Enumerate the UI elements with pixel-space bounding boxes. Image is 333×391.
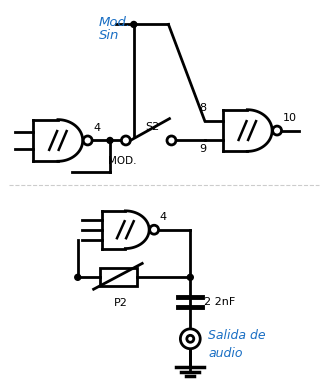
Text: 8: 8 bbox=[199, 103, 207, 113]
Circle shape bbox=[107, 138, 113, 143]
Text: S2: S2 bbox=[146, 122, 160, 132]
Circle shape bbox=[150, 225, 159, 234]
Circle shape bbox=[180, 329, 200, 349]
Text: 10: 10 bbox=[282, 113, 296, 123]
Text: 4: 4 bbox=[93, 122, 100, 133]
Circle shape bbox=[131, 22, 137, 27]
Text: Mod.: Mod. bbox=[99, 16, 131, 29]
Circle shape bbox=[122, 136, 130, 145]
Text: Sin: Sin bbox=[99, 29, 120, 42]
Circle shape bbox=[273, 126, 281, 135]
Text: MOD.: MOD. bbox=[108, 156, 137, 166]
Circle shape bbox=[83, 136, 92, 145]
Circle shape bbox=[75, 274, 81, 280]
Text: 4: 4 bbox=[160, 212, 167, 222]
Circle shape bbox=[187, 335, 194, 342]
Text: 2 2nF: 2 2nF bbox=[204, 297, 235, 307]
Text: Salida de
audio: Salida de audio bbox=[208, 329, 266, 360]
Text: 9: 9 bbox=[199, 144, 207, 154]
Circle shape bbox=[167, 136, 176, 145]
Text: P2: P2 bbox=[114, 298, 127, 308]
Circle shape bbox=[187, 274, 193, 280]
Bar bbox=[100, 268, 137, 286]
